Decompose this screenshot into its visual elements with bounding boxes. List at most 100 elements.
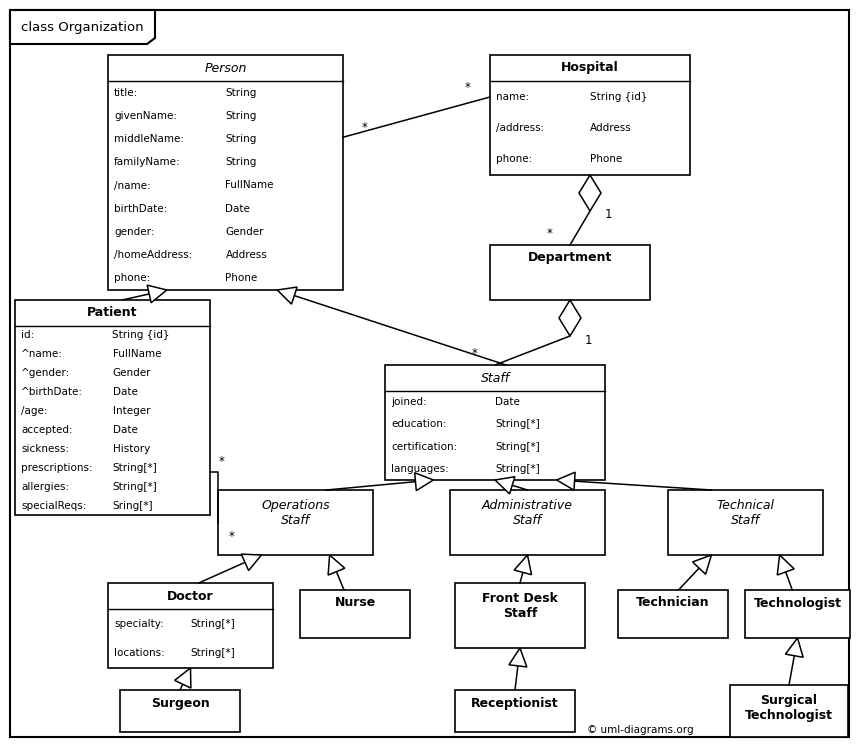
Text: Date: Date (495, 397, 520, 407)
Bar (300, 590, 410, 638)
Text: String[*]: String[*] (191, 619, 236, 629)
Bar (120, 690, 240, 732)
Polygon shape (559, 300, 581, 336)
Text: Receptionist: Receptionist (471, 696, 559, 710)
Text: String {id}: String {id} (113, 330, 170, 341)
Text: *: * (219, 456, 225, 468)
Bar (490, 55, 690, 175)
Text: ^name:: ^name: (21, 350, 63, 359)
Text: Technician: Technician (636, 597, 710, 610)
Text: *: * (465, 81, 471, 93)
Text: Front Desk
Staff: Front Desk Staff (482, 592, 558, 620)
Bar (618, 590, 728, 638)
Text: Patient: Patient (87, 306, 138, 320)
Text: id:: id: (21, 330, 34, 341)
Bar (15, 300, 210, 515)
Text: String {id}: String {id} (590, 92, 648, 102)
Text: middleName:: middleName: (114, 134, 184, 144)
Polygon shape (777, 555, 794, 575)
Text: String[*]: String[*] (113, 462, 157, 473)
Text: String[*]: String[*] (495, 464, 540, 474)
Text: Phone: Phone (590, 155, 623, 164)
Text: *: * (229, 530, 235, 543)
Text: 1: 1 (584, 333, 592, 347)
Text: birthDate:: birthDate: (114, 204, 167, 214)
Text: Address: Address (590, 123, 632, 133)
Text: History: History (113, 444, 150, 454)
Text: Staff: Staff (481, 371, 510, 385)
Text: Doctor: Doctor (167, 589, 214, 603)
Text: name:: name: (496, 92, 529, 102)
Polygon shape (277, 287, 297, 304)
Text: specialty:: specialty: (114, 619, 163, 629)
Polygon shape (579, 175, 601, 211)
Bar (455, 583, 585, 648)
Text: title:: title: (114, 87, 138, 98)
Text: Operations
Staff: Operations Staff (261, 499, 330, 527)
Bar (490, 245, 650, 300)
Bar (108, 583, 273, 668)
Text: prescriptions:: prescriptions: (21, 462, 93, 473)
Polygon shape (147, 285, 167, 303)
Text: ^gender:: ^gender: (21, 368, 71, 378)
Polygon shape (514, 555, 531, 574)
Text: Person: Person (205, 61, 247, 75)
Polygon shape (242, 554, 261, 571)
Text: /homeAddress:: /homeAddress: (114, 250, 193, 260)
Text: /age:: /age: (21, 406, 47, 416)
Text: Phone: Phone (225, 273, 258, 283)
Text: familyName:: familyName: (114, 158, 181, 167)
Bar (730, 685, 848, 737)
Text: String: String (225, 134, 257, 144)
Text: class Organization: class Organization (21, 20, 144, 34)
Text: FullName: FullName (113, 350, 161, 359)
Text: languages:: languages: (391, 464, 449, 474)
Polygon shape (415, 473, 433, 491)
Text: © uml-diagrams.org: © uml-diagrams.org (587, 725, 693, 735)
Text: String[*]: String[*] (113, 482, 157, 492)
Text: Gender: Gender (225, 227, 264, 237)
Text: givenName:: givenName: (114, 111, 177, 121)
Text: Date: Date (113, 387, 138, 397)
Bar (385, 365, 605, 480)
Text: sickness:: sickness: (21, 444, 69, 454)
Text: Gender: Gender (113, 368, 151, 378)
Bar (745, 590, 850, 638)
Polygon shape (785, 638, 803, 657)
Text: Administrative
Staff: Administrative Staff (482, 499, 573, 527)
Bar (455, 690, 575, 732)
Bar (218, 490, 373, 555)
Text: String[*]: String[*] (191, 648, 236, 658)
Text: Technologist: Technologist (753, 597, 841, 610)
Text: Surgeon: Surgeon (150, 696, 209, 710)
Text: *: * (362, 121, 368, 134)
Text: Nurse: Nurse (335, 597, 376, 610)
Text: joined:: joined: (391, 397, 427, 407)
Text: Technical
Staff: Technical Staff (716, 499, 775, 527)
Text: Surgical
Technologist: Surgical Technologist (745, 694, 833, 722)
Polygon shape (175, 668, 191, 688)
Text: String: String (225, 111, 257, 121)
Text: ^birthDate:: ^birthDate: (21, 387, 83, 397)
Text: phone:: phone: (496, 155, 532, 164)
Polygon shape (556, 472, 575, 490)
Text: 1: 1 (605, 208, 611, 222)
Text: String[*]: String[*] (495, 419, 540, 430)
Text: gender:: gender: (114, 227, 155, 237)
Polygon shape (495, 477, 515, 494)
Polygon shape (10, 10, 155, 44)
Text: accepted:: accepted: (21, 425, 72, 435)
Text: Address: Address (225, 250, 267, 260)
Text: locations:: locations: (114, 648, 165, 658)
Text: Department: Department (528, 252, 612, 264)
Polygon shape (692, 555, 711, 574)
Text: phone:: phone: (114, 273, 150, 283)
Text: String: String (225, 87, 257, 98)
Text: *: * (472, 347, 478, 359)
Text: /address:: /address: (496, 123, 544, 133)
Text: Date: Date (225, 204, 250, 214)
Text: Sring[*]: Sring[*] (113, 500, 153, 510)
Text: Date: Date (113, 425, 138, 435)
Polygon shape (329, 555, 345, 575)
Text: /name:: /name: (114, 181, 150, 190)
